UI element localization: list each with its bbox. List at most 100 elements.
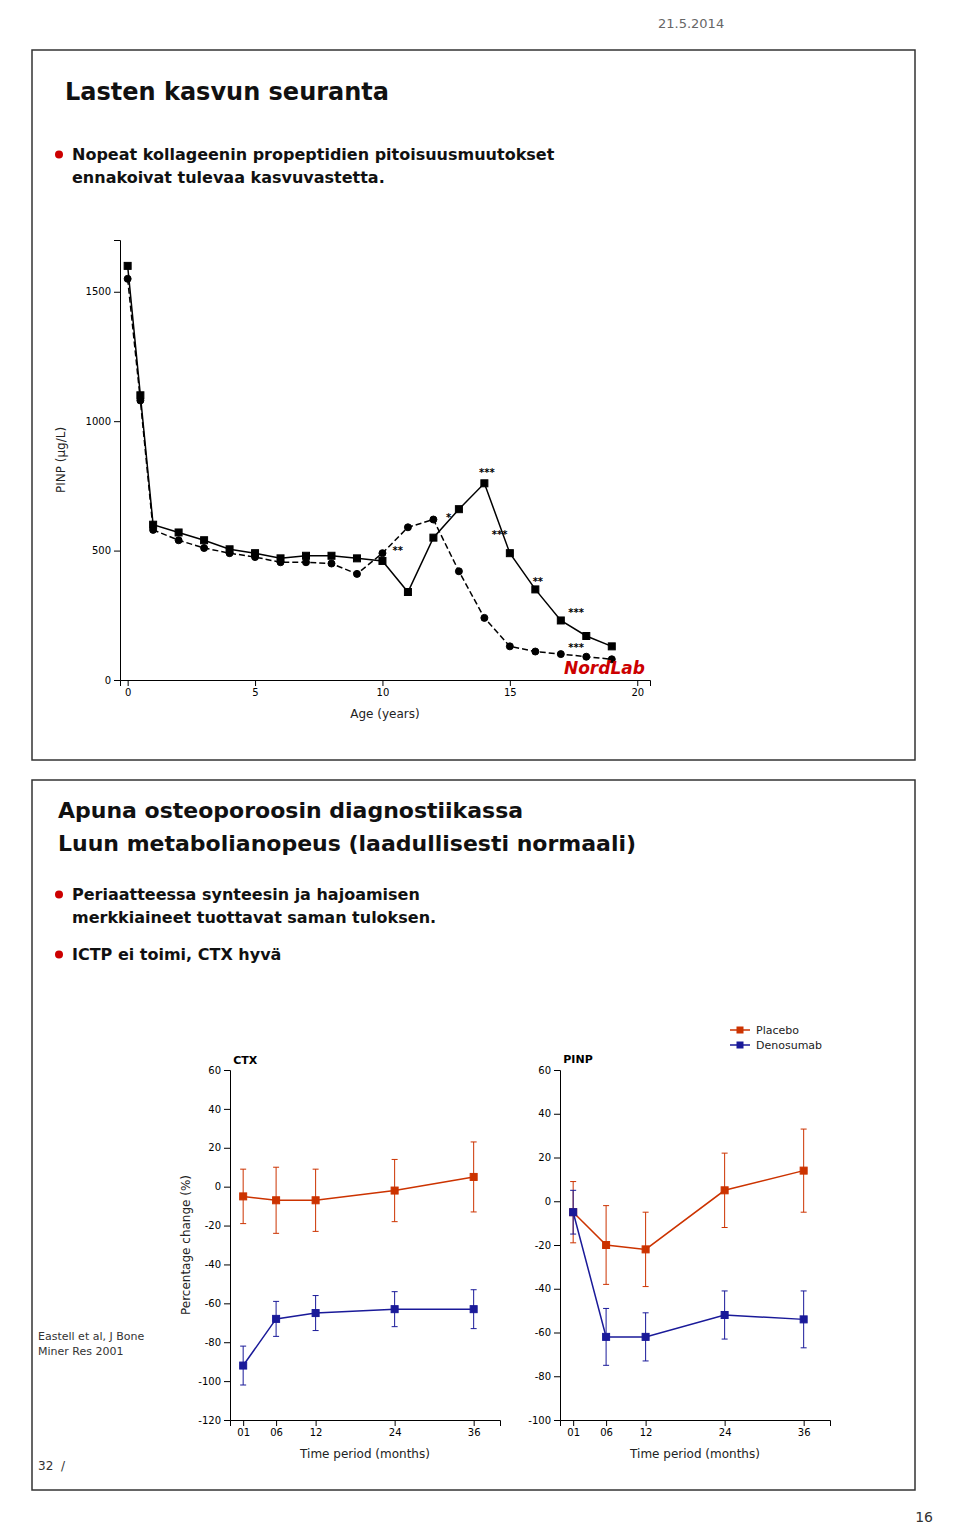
error-bar-cap [570,1242,576,1243]
x-tick: 36 [798,1420,811,1438]
error-bar-cap [570,1234,576,1235]
x-tick-mark [128,680,129,686]
page-text-line: 32 / [38,1459,66,1473]
point [455,568,462,575]
y-tick-mark [224,1070,230,1071]
point [506,550,513,557]
error-bar-cap [392,1159,398,1160]
y-tick-label: 0 [545,1196,551,1207]
x-tick: 0 [125,680,131,698]
point [470,1173,477,1180]
bullet-text-line: ICTP ei toimi, CTX hyvä [72,945,281,964]
point [328,560,335,567]
y-tick-label: -40 [535,1283,551,1294]
page-text: 32 / [38,1459,66,1473]
point [583,633,590,640]
point [391,1187,398,1194]
annotation: ** [393,545,404,556]
y-tick-label: 60 [538,1065,551,1076]
y-tick: 20 [208,1142,230,1153]
x-tick-mark [646,1420,647,1426]
x-tick-label: 36 [468,1427,481,1438]
y-tick-mark [224,1109,230,1110]
error-bar-cap [722,1339,728,1340]
point [481,614,488,621]
error-bar-cap [392,1221,398,1222]
y-tick: 0 [545,1196,560,1207]
error-bar [471,1290,477,1329]
legend-item: Placebo [730,1024,799,1037]
error-bar-cap [643,1312,649,1313]
y-tick-label: -100 [528,1415,551,1426]
point [430,534,437,541]
y-tick: -40 [535,1283,560,1294]
error-bar [240,1346,246,1385]
page-text-line: Miner Res 2001 [38,1345,123,1358]
y-tick-label: 0 [215,1181,221,1192]
point [391,1306,398,1313]
x-tick: 10 [377,680,390,698]
error-bar-cap [643,1286,649,1287]
y-tick-mark [114,421,120,422]
point [201,545,208,552]
slide-frame [32,780,915,1490]
y-tick: -40 [205,1259,230,1270]
y-tick-label: -20 [205,1220,221,1231]
point [273,1197,280,1204]
point [570,1209,577,1216]
y-tick: -80 [535,1371,560,1382]
error-bar-cap [801,1129,807,1130]
page-text-line: 16 [915,1509,933,1525]
x-tick: 36 [468,1420,481,1438]
y-tick: -100 [198,1376,230,1387]
annotations: Periaatteessa synteesin ja hajoamisenmer… [38,885,436,1473]
y-tick: 40 [208,1104,230,1115]
y-tick-label: 20 [208,1142,221,1153]
x-tick: 06 [600,1420,613,1438]
error-bar-cap [603,1365,609,1366]
x-tick: 12 [640,1420,653,1438]
y-tick-label: 1000 [86,416,111,427]
y-tick: 40 [538,1108,560,1119]
x-tick-label: 10 [377,687,390,698]
error-bar-cap [603,1284,609,1285]
x-tick: 06 [270,1420,283,1438]
page-text: Eastell et al, J BoneMiner Res 2001 [38,1330,144,1358]
point [404,589,411,596]
annotation: ** [533,576,544,587]
error-bar-cap [471,1141,477,1142]
y-tick-label: 500 [92,545,111,556]
x-tick-mark [474,1420,475,1426]
x-tick-mark [573,1420,574,1426]
x-tick-label: 0 [125,687,131,698]
annotations: PINP [563,1053,592,1066]
point [430,516,437,523]
y-tick-mark [554,1070,560,1071]
y-tick: 1500 [86,286,120,297]
x-tick-label: 15 [504,687,517,698]
page-text: 21.5.2014 [658,16,724,31]
point [303,559,310,566]
y-axis: -100-80-60-40-200204060 [528,1065,560,1426]
x-tick: 01 [567,1420,580,1438]
point [124,275,131,282]
error-bar-cap [313,1169,319,1170]
x-tick-label: 5 [252,687,258,698]
point [506,643,513,650]
error-bar [273,1167,279,1233]
point [603,1242,610,1249]
error-bar [603,1206,609,1285]
point [226,550,233,557]
y-tick-label: -80 [535,1371,551,1382]
plot-area [240,1142,477,1385]
y-axis-line [224,1071,231,1421]
error-bar-cap [570,1190,576,1191]
annotation: * [446,512,452,523]
bullet [55,950,63,958]
point [137,397,144,404]
annotation: *** [568,642,584,653]
y-tick: -100 [528,1415,560,1426]
point [481,480,488,487]
point [252,554,259,561]
point [277,559,284,566]
